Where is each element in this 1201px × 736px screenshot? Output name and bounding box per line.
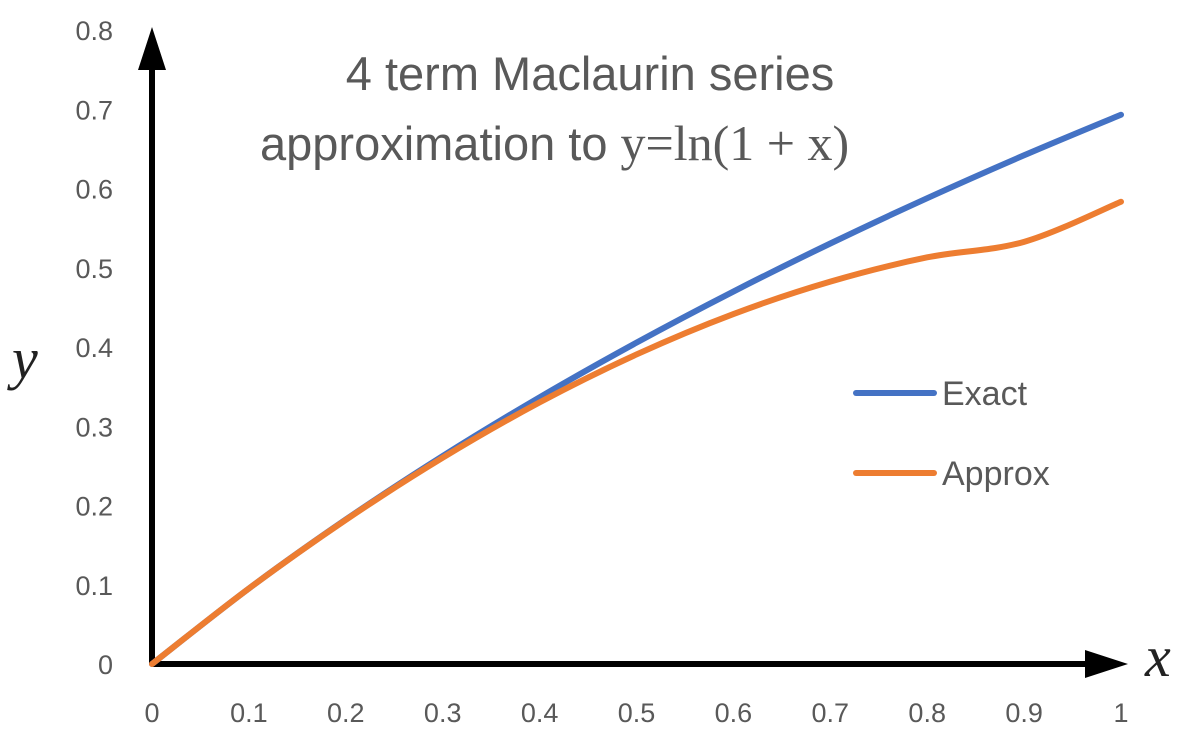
y-tick-label: 0.2: [75, 492, 113, 522]
y-axis-arrowhead: [138, 27, 166, 70]
legend: Exact Approx: [853, 375, 1050, 493]
y-tick-label: 0.8: [75, 16, 113, 46]
x-tick-label: 0.5: [618, 698, 656, 728]
x-tick-label: 0.7: [812, 698, 850, 728]
chart-title-line2: approximation to y=ln(1 + x): [260, 115, 849, 171]
x-tick-label: 0.1: [230, 698, 268, 728]
y-tick-label: 0.1: [75, 571, 113, 601]
series-line-approx: [149, 198, 1124, 667]
legend-label-approx: Approx: [942, 455, 1050, 493]
x-tick-label: 0.8: [908, 698, 946, 728]
chart-title-line2-text: approximation to: [260, 117, 621, 170]
x-tick-labels: 0 0.1 0.2 0.3 0.4 0.5 0.6 0.7 0.8 0.9 1: [144, 698, 1128, 728]
y-tick-label: 0: [98, 650, 113, 680]
x-tick-label: 0.2: [327, 698, 365, 728]
legend-label-exact: Exact: [942, 375, 1028, 413]
x-tick-label: 0.3: [424, 698, 462, 728]
y-axis-label: y: [7, 326, 38, 391]
x-tick-label: 1: [1113, 698, 1128, 728]
y-tick-label: 0.4: [75, 333, 113, 363]
chart-title-line1: 4 term Maclaurin series: [346, 47, 834, 100]
y-tick-label: 0.6: [75, 175, 113, 205]
y-tick-label: 0.3: [75, 412, 113, 442]
x-axis-label: x: [1144, 624, 1171, 689]
x-tick-label: 0: [144, 698, 159, 728]
series-layer: [149, 111, 1124, 667]
x-tick-label: 0.6: [715, 698, 753, 728]
axes: [138, 27, 1128, 678]
y-tick-labels: 0 0.1 0.2 0.3 0.4 0.5 0.6 0.7 0.8: [75, 16, 113, 680]
x-tick-label: 0.9: [1005, 698, 1043, 728]
y-tick-label: 0.7: [75, 95, 113, 125]
y-tick-label: 0.5: [75, 254, 113, 284]
chart-title-line2-math: y=ln(1 + x): [621, 115, 850, 171]
x-tick-label: 0.4: [521, 698, 559, 728]
x-axis-arrowhead: [1085, 650, 1128, 678]
